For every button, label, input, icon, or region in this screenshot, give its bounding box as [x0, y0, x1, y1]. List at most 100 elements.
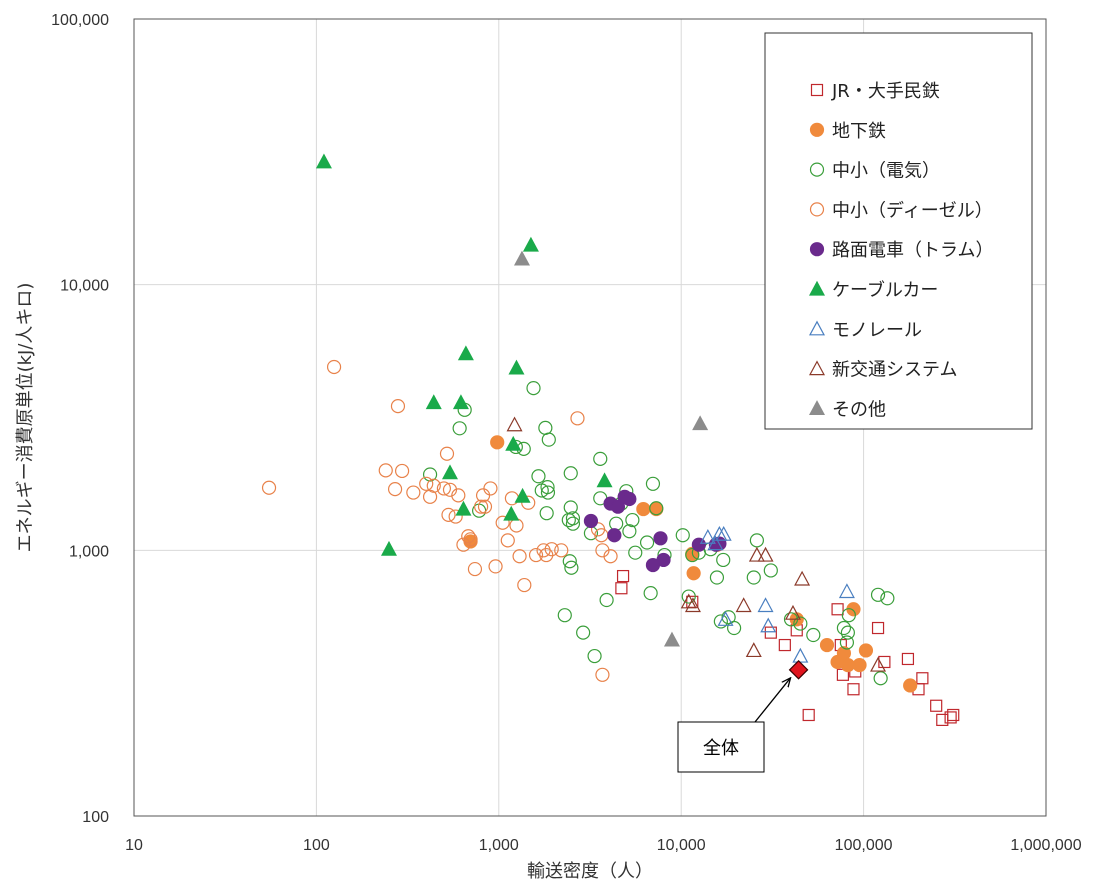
data-point — [715, 525, 732, 541]
data-point — [663, 631, 680, 647]
data-point — [595, 667, 610, 682]
data-point — [441, 464, 458, 480]
data-point — [576, 625, 591, 640]
data-point — [686, 566, 701, 581]
data-point — [610, 499, 626, 514]
annotation: 全体 — [677, 659, 809, 773]
data-point — [541, 432, 556, 447]
data-point — [873, 671, 888, 686]
legend-label: 中小（電気） — [832, 161, 940, 182]
data-point — [717, 611, 734, 626]
data-point — [840, 625, 855, 640]
data-point — [539, 506, 554, 521]
data-point — [748, 546, 765, 562]
data-point — [680, 593, 697, 609]
data-point — [656, 552, 671, 568]
data-point — [691, 537, 706, 552]
data-point — [583, 513, 599, 529]
data-point — [526, 381, 541, 396]
data-point — [570, 411, 585, 426]
data-point — [870, 587, 886, 602]
data-points — [261, 153, 960, 727]
data-point — [735, 597, 752, 613]
data-point — [643, 586, 658, 601]
legend-label: 新交通システム — [832, 360, 957, 381]
data-point — [609, 516, 624, 531]
legend-label: 路面電車（トラム） — [832, 240, 993, 261]
data-point — [315, 153, 332, 169]
data-point — [685, 547, 700, 563]
legend-marker — [809, 242, 825, 257]
data-point — [587, 648, 602, 664]
data-point — [457, 345, 474, 361]
data-point — [836, 620, 852, 636]
data-point — [930, 699, 943, 712]
data-point — [947, 708, 960, 722]
data-point — [506, 416, 523, 432]
data-point — [616, 569, 630, 583]
data-point — [757, 546, 774, 562]
data-point — [394, 463, 410, 479]
data-point — [649, 501, 664, 516]
series-2 — [422, 381, 895, 686]
data-point — [692, 415, 709, 431]
data-point — [871, 621, 885, 635]
data-point — [564, 560, 579, 575]
data-point — [847, 683, 860, 696]
legend-marker — [808, 360, 826, 376]
data-point — [326, 359, 342, 375]
data-point — [707, 535, 724, 551]
data-point — [509, 518, 524, 533]
x-tick-label: 1,000 — [479, 837, 519, 854]
data-point — [452, 394, 469, 410]
data-point — [636, 501, 651, 517]
data-point — [522, 236, 539, 252]
data-point — [455, 500, 472, 516]
data-point — [563, 466, 578, 481]
data-point — [599, 592, 614, 608]
data-point — [467, 561, 483, 577]
data-point — [944, 711, 957, 724]
x-tick-label: 100,000 — [835, 837, 893, 854]
data-point — [540, 479, 555, 495]
data-point — [531, 469, 546, 484]
data-point — [512, 549, 527, 564]
data-point — [749, 533, 764, 548]
data-point — [425, 394, 442, 410]
series-8 — [513, 250, 709, 647]
y-tick-label: 100,000 — [51, 12, 109, 29]
legend-box — [764, 32, 1033, 430]
y-tick-label: 1,000 — [69, 543, 109, 560]
data-point — [653, 531, 668, 546]
data-point — [713, 614, 728, 629]
data-point — [709, 570, 725, 585]
y-tick-label: 10,000 — [60, 278, 109, 295]
data-point — [639, 535, 655, 550]
data-point — [793, 616, 808, 631]
data-point — [483, 481, 498, 496]
x-tick-label: 10,000 — [657, 837, 706, 854]
data-point — [495, 515, 510, 530]
data-point — [461, 529, 476, 544]
data-point — [784, 604, 801, 620]
data-point — [406, 485, 421, 500]
data-point — [565, 516, 581, 531]
legend-label: モノレール — [832, 320, 922, 341]
data-point — [794, 570, 811, 586]
legend-marker — [808, 280, 826, 296]
data-point — [517, 577, 532, 593]
series-6 — [699, 525, 855, 663]
data-point — [596, 472, 613, 488]
data-point — [521, 495, 536, 510]
callout-box — [677, 721, 765, 773]
data-point — [716, 552, 731, 568]
series-5 — [315, 153, 613, 556]
data-point — [858, 643, 874, 658]
data-point — [474, 499, 489, 514]
data-point — [838, 583, 855, 599]
data-point — [916, 672, 929, 685]
data-point — [390, 399, 406, 414]
legend-marker — [809, 202, 825, 217]
y-tick-label: 100 — [82, 809, 109, 826]
